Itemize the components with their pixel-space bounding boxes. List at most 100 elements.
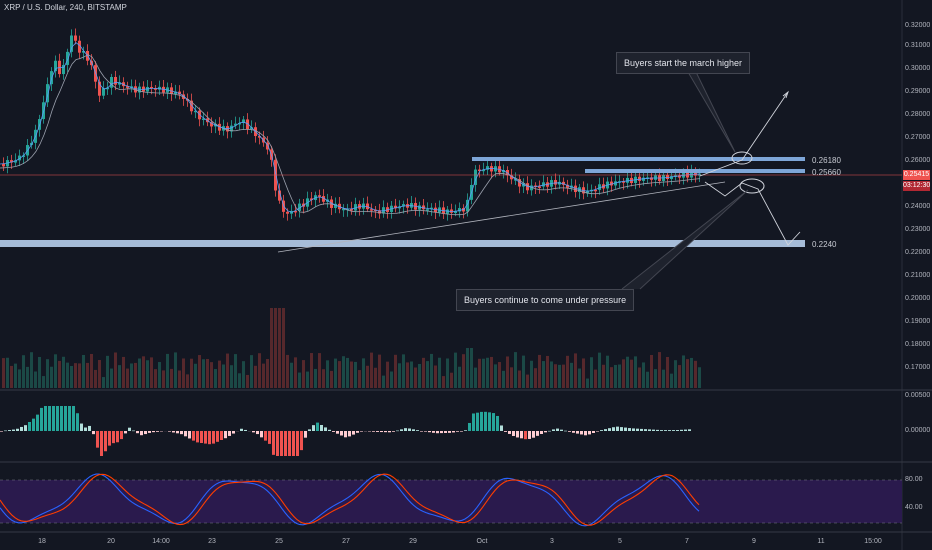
volume-bar	[286, 354, 289, 388]
candle	[250, 127, 253, 129]
macd-histogram-bar	[676, 430, 679, 431]
volume-bar	[530, 360, 533, 388]
macd-histogram-bar	[560, 429, 563, 431]
volume-bar	[478, 358, 481, 388]
macd-histogram-bar	[320, 425, 323, 431]
candle	[118, 82, 121, 85]
macd-histogram-bar	[152, 431, 155, 433]
price-axis-label: 0.20000	[905, 295, 931, 302]
volume-bar	[110, 368, 113, 388]
volume-bar	[274, 308, 277, 388]
macd-histogram-bar	[584, 431, 587, 436]
macd-histogram-bar	[20, 426, 23, 431]
macd-histogram-bar	[432, 431, 435, 433]
macd-histogram-bar	[188, 431, 191, 439]
macd-histogram-bar	[408, 428, 411, 431]
volume-bar	[362, 358, 365, 388]
macd-histogram-bar	[116, 431, 119, 443]
candle	[518, 179, 521, 187]
volume-bar	[450, 372, 453, 388]
macd-histogram-bar	[428, 431, 431, 433]
candle	[654, 175, 657, 180]
rsi-axis-label: 40.00	[905, 504, 923, 511]
volume-bar	[590, 357, 593, 388]
macd-histogram-bar	[396, 430, 399, 432]
candle	[322, 196, 325, 202]
macd-histogram-bar	[16, 428, 19, 431]
volume-bar	[554, 364, 557, 388]
volume-bar	[162, 370, 165, 388]
volume-bar	[98, 360, 101, 388]
volume-bar	[686, 359, 689, 388]
volume-bar	[322, 369, 325, 388]
callout-buyers-march-higher[interactable]: Buyers start the march higher	[616, 52, 751, 74]
macd-histogram-bar	[200, 431, 203, 443]
volume-bar	[26, 366, 29, 388]
volume-bar	[430, 353, 433, 388]
volume-bar	[354, 361, 357, 388]
volume-bar	[506, 356, 509, 388]
volume-bar	[442, 376, 445, 388]
volume-bar	[562, 364, 565, 388]
macd-histogram-bar	[108, 431, 111, 446]
volume-bar	[662, 369, 665, 388]
volume-bar	[574, 353, 577, 388]
candle	[110, 77, 113, 88]
candle	[202, 118, 205, 120]
macd-histogram-bar	[564, 430, 567, 432]
macd-histogram-bar	[276, 431, 279, 456]
candle	[178, 91, 181, 95]
volume-bar	[614, 364, 617, 388]
volume-bar	[318, 353, 321, 388]
candle	[210, 122, 213, 127]
volume-bar	[490, 356, 493, 388]
candle	[10, 160, 13, 163]
volume-bar	[502, 370, 505, 388]
volume-bar	[206, 358, 209, 388]
macd-histogram-bar	[684, 429, 687, 431]
volume-bar	[270, 308, 273, 388]
level-label-low: 0.2240	[812, 240, 837, 249]
price-axis-label: 0.32000	[905, 22, 931, 29]
volume-bar	[330, 370, 333, 388]
volume-bar	[138, 358, 141, 388]
candle	[14, 160, 17, 163]
macd-histogram-bar	[84, 427, 87, 431]
volume-bar	[438, 357, 441, 388]
candle	[62, 64, 65, 75]
volume-bar	[70, 365, 73, 388]
macd-histogram-bar	[300, 431, 303, 451]
callout-buyers-under-pressure[interactable]: Buyers continue to come under pressure	[456, 289, 635, 311]
volume-bar	[122, 356, 125, 388]
macd-histogram-bar	[556, 428, 559, 431]
candle	[514, 179, 517, 181]
volume-bar	[550, 361, 553, 388]
macd-histogram-bar	[604, 429, 607, 431]
macd-histogram-bar	[472, 413, 475, 431]
price-axis-label: 0.19000	[905, 318, 931, 325]
macd-histogram-bar	[208, 431, 211, 445]
macd-histogram-bar	[80, 423, 83, 431]
macd-histogram-bar	[88, 425, 91, 431]
macd-histogram-bar	[480, 411, 483, 431]
volume-bar	[462, 354, 465, 388]
candle	[622, 181, 625, 183]
volume-bar	[142, 356, 145, 388]
volume-bar	[302, 360, 305, 388]
candle	[22, 155, 25, 157]
macd-histogram-bar	[384, 431, 387, 433]
volume-bar	[634, 356, 637, 388]
macd-histogram-bar	[316, 422, 319, 431]
candle	[366, 203, 369, 210]
volume-bar	[470, 348, 473, 388]
volume-bar	[14, 363, 17, 388]
macd-histogram-bar	[260, 431, 263, 438]
candle	[318, 195, 321, 197]
macd-histogram-bar	[252, 431, 255, 433]
stoch-rsi-band	[0, 480, 902, 523]
macd-histogram-bar	[264, 431, 267, 441]
macd-histogram-bar	[568, 431, 571, 432]
macd-histogram-bar	[600, 430, 603, 431]
macd-histogram-bar	[512, 431, 515, 436]
